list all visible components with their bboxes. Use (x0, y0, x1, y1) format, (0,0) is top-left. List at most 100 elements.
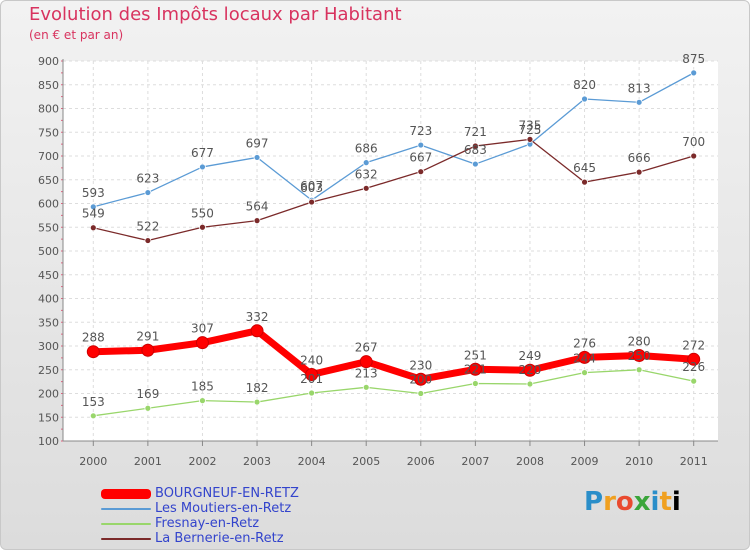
legend-swatch (101, 538, 151, 540)
data-label: 686 (355, 142, 378, 156)
data-label: 276 (573, 336, 596, 350)
data-label: 632 (355, 167, 378, 181)
y-tick-label: 200 (38, 388, 59, 401)
data-point (417, 141, 425, 149)
y-tick-label: 150 (38, 411, 59, 424)
chart-title: Evolution des Impôts locaux par Habitant (29, 4, 402, 25)
data-point (471, 160, 479, 168)
data-label: 251 (464, 348, 487, 362)
data-label: 244 (573, 352, 596, 366)
data-point (141, 343, 155, 357)
logo-letter: i (671, 487, 681, 517)
data-point (635, 98, 643, 106)
x-tick-label: 2002 (188, 455, 216, 468)
logo-letter: i (650, 487, 660, 517)
data-label: 607 (300, 179, 323, 193)
x-tick-label: 2009 (571, 455, 599, 468)
y-tick-label: 600 (38, 198, 59, 211)
data-label: 249 (519, 349, 542, 363)
y-tick-label: 250 (38, 364, 59, 377)
x-tick-label: 2007 (461, 455, 489, 468)
data-label: 550 (191, 206, 214, 220)
data-label: 182 (246, 381, 269, 395)
data-point (417, 390, 425, 397)
data-point (526, 380, 534, 388)
chart-subtitle: (en € et par an) (29, 28, 124, 42)
logo-letter: P (584, 487, 604, 517)
data-point (86, 345, 100, 359)
data-label: 226 (682, 360, 705, 374)
data-label: 723 (409, 124, 432, 138)
data-label: 307 (191, 322, 214, 336)
data-label: 820 (573, 78, 596, 92)
data-label: 549 (82, 207, 105, 221)
legend-label: Les Moutiers-en-Retz (155, 501, 292, 516)
data-label: 230 (409, 358, 432, 372)
data-label: 666 (628, 151, 651, 165)
data-label: 603 (300, 181, 323, 195)
data-point (414, 372, 428, 386)
data-point (144, 189, 152, 196)
data-point (308, 198, 316, 206)
data-point (690, 69, 698, 77)
data-label: 220 (519, 363, 542, 377)
data-point (199, 163, 206, 171)
data-point (362, 383, 370, 391)
data-point (526, 135, 534, 143)
data-point (253, 398, 261, 406)
proxiti-logo: Proxiti (584, 487, 681, 517)
data-point (253, 154, 261, 161)
data-point (199, 223, 206, 231)
legend-swatch (101, 508, 151, 510)
data-label: 153 (82, 395, 105, 409)
data-label: 185 (191, 380, 214, 394)
data-label: 201 (300, 372, 323, 386)
data-label: 213 (355, 366, 378, 380)
data-label: 875 (682, 52, 705, 66)
legend-label: Fresnay-en-Retz (155, 516, 260, 531)
data-point (578, 350, 592, 364)
data-point (581, 178, 588, 186)
y-tick-label: 900 (38, 55, 59, 68)
data-label: 221 (464, 363, 487, 377)
data-point (89, 224, 97, 232)
data-point (89, 412, 97, 420)
series-line (93, 327, 694, 383)
legend-swatch (101, 489, 151, 499)
data-point (253, 217, 261, 225)
y-tick-label: 100 (38, 435, 59, 448)
y-tick-label: 650 (38, 174, 59, 187)
data-label: 645 (573, 161, 596, 175)
data-point (305, 368, 319, 381)
logo-letter: x (633, 487, 651, 517)
data-label: 813 (628, 81, 651, 95)
data-point (89, 203, 97, 211)
data-label: 267 (355, 341, 378, 355)
y-tick-label: 500 (38, 245, 59, 258)
data-point (471, 380, 479, 387)
series-line (93, 138, 694, 242)
data-point (195, 336, 209, 350)
data-point (581, 369, 588, 377)
data-point (690, 152, 698, 160)
x-tick-label: 2008 (516, 455, 544, 468)
data-label: 280 (628, 335, 651, 349)
x-tick-label: 2006 (407, 455, 435, 468)
data-point (468, 362, 482, 376)
data-point (144, 237, 152, 244)
data-label: 725 (519, 123, 542, 137)
data-label: 200 (409, 373, 432, 387)
data-label: 700 (682, 135, 705, 149)
y-tick-label: 750 (38, 126, 59, 139)
data-label: 272 (682, 338, 705, 352)
data-label: 721 (464, 125, 487, 139)
data-label: 735 (519, 118, 542, 132)
y-tick-label: 350 (38, 316, 59, 329)
logo-letter: o (615, 487, 634, 517)
data-label: 593 (82, 186, 105, 200)
data-point (362, 159, 370, 167)
x-tick-label: 2001 (134, 455, 162, 468)
series-line (93, 72, 695, 208)
x-tick-label: 2011 (680, 455, 708, 468)
